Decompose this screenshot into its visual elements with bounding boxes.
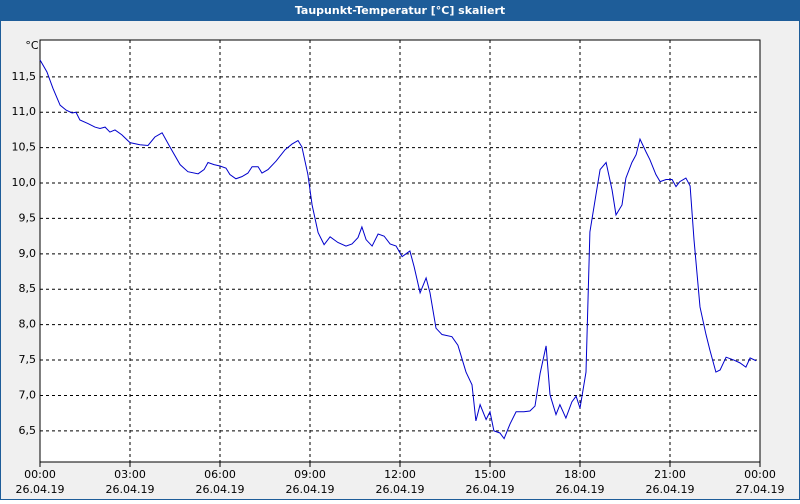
x-tick-label: 21:00 — [654, 468, 686, 481]
y-tick-label: 7,0 — [19, 388, 37, 401]
plot-border — [39, 39, 761, 463]
y-tick-label: 11,5 — [12, 70, 37, 83]
chart-title: Taupunkt-Temperatur [°C] skaliert — [295, 4, 505, 17]
x-tick-label: 06:00 — [204, 468, 236, 481]
x-tick-date: 26.04.19 — [106, 483, 155, 496]
x-tick-label: 15:00 — [474, 468, 506, 481]
x-tick-date: 26.04.19 — [466, 483, 515, 496]
x-tick-label: 00:00 — [24, 468, 56, 481]
x-tick-label: 00:00 — [744, 468, 776, 481]
x-tick-label: 09:00 — [294, 468, 326, 481]
x-tick-label: 03:00 — [114, 468, 146, 481]
x-tick-label: 18:00 — [564, 468, 596, 481]
y-tick-label: 6,5 — [19, 424, 37, 437]
y-tick-label: 8,5 — [19, 282, 37, 295]
y-tick-label: 8,0 — [19, 318, 37, 331]
y-tick-label: 7,5 — [19, 353, 37, 366]
y-tick-label: 10,0 — [12, 176, 37, 189]
y-tick-label: 9,0 — [19, 247, 37, 260]
x-tick-date: 26.04.19 — [646, 483, 695, 496]
title-bar — [0, 0, 800, 21]
x-tick-date: 26.04.19 — [556, 483, 605, 496]
x-tick-date: 26.04.19 — [16, 483, 65, 496]
x-tick-label: 12:00 — [384, 468, 416, 481]
y-tick-label: 11,0 — [12, 105, 37, 118]
data-line — [39, 59, 757, 440]
x-tick-date: 26.04.19 — [196, 483, 245, 496]
x-tick-date: 26.04.19 — [376, 483, 425, 496]
y-unit: °C — [25, 39, 39, 52]
y-tick-label: 10,5 — [12, 141, 37, 154]
x-tick-date: 26.04.19 — [286, 483, 335, 496]
y-tick-label: 9,5 — [19, 211, 37, 224]
x-tick-date: 27.04.19 — [736, 483, 785, 496]
